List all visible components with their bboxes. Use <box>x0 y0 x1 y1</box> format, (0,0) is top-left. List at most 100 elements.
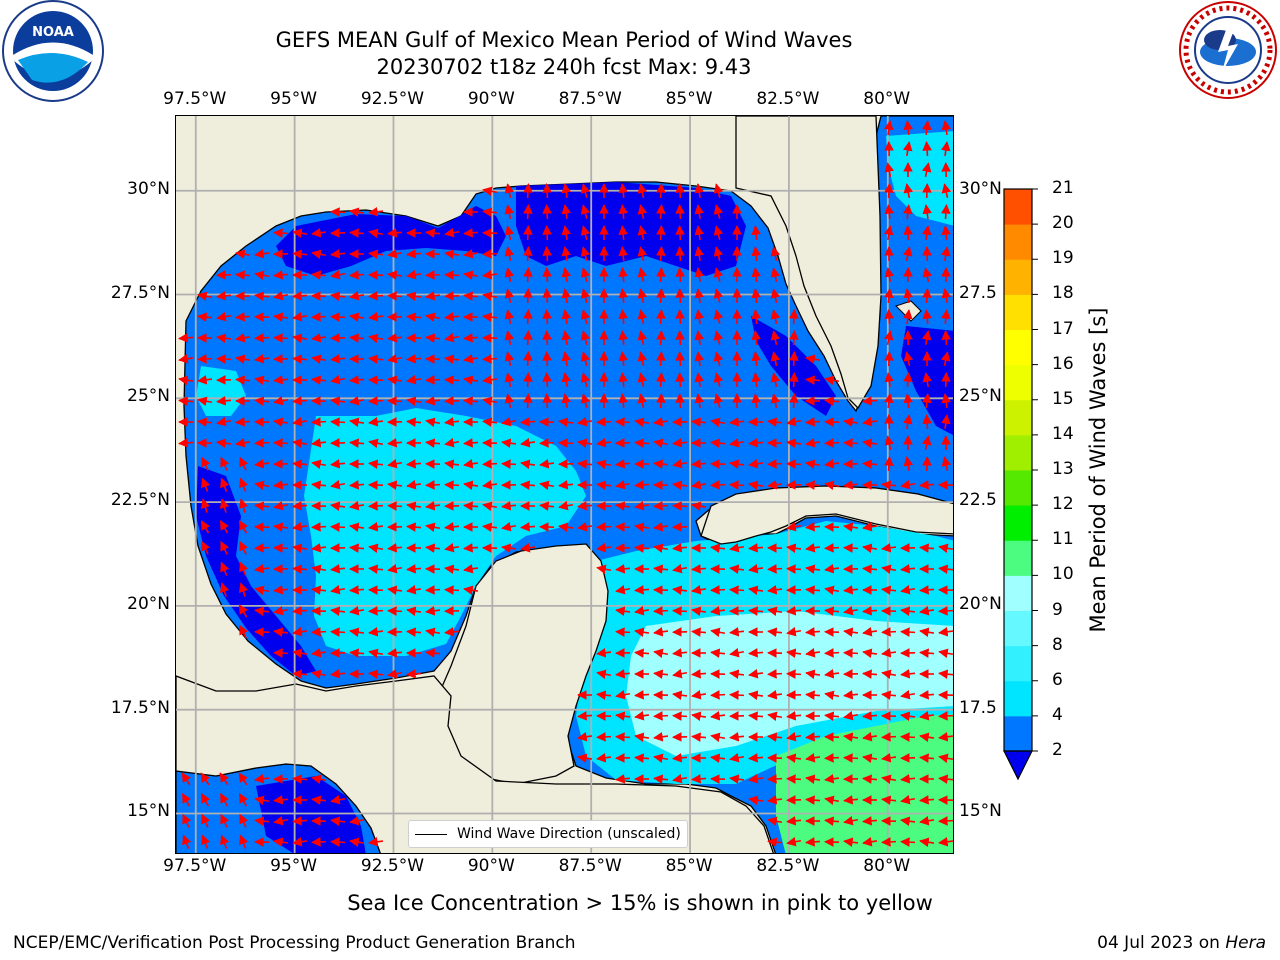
wind-wave-arrow-952 <box>900 816 916 826</box>
wind-wave-arrow-379 <box>292 417 308 427</box>
wind-wave-arrow-557 <box>615 501 631 511</box>
wind-wave-arrow-413 <box>941 414 951 430</box>
wind-wave-arrow-321 <box>694 372 704 388</box>
wind-wave-arrow-891 <box>219 772 229 786</box>
wind-wave-arrow-784 <box>311 669 327 680</box>
wind-wave-arrow-838 <box>748 711 764 721</box>
wind-wave-arrow-603 <box>387 543 403 553</box>
wind-wave-arrow-389 <box>482 417 498 427</box>
cyan-west-shelf <box>196 366 246 416</box>
wind-wave-arrow-108 <box>751 246 761 262</box>
wind-wave-arrow-832 <box>634 711 650 721</box>
noaa-logo: NOAA <box>2 0 104 102</box>
wind-wave-arrow-739 <box>653 627 669 637</box>
wind-wave-arrow-939 <box>254 816 270 826</box>
wind-wave-arrow-676 <box>463 585 479 595</box>
wind-wave-arrow-96 <box>523 246 533 262</box>
wind-wave-arrow-240 <box>580 330 591 345</box>
wind-wave-arrow-819 <box>767 690 783 700</box>
wind-wave-arrow-621 <box>786 543 802 553</box>
wind-wave-arrow-896 <box>311 774 327 785</box>
wind-wave-arrow-238 <box>542 330 552 346</box>
wind-wave-arrow-660 <box>900 564 916 574</box>
wind-wave-arrow-133 <box>580 267 591 282</box>
wind-wave-arrow-237 <box>523 330 533 346</box>
wind-wave-arrow-715 <box>767 606 783 617</box>
wind-wave-arrow-736 <box>444 627 460 637</box>
wind-wave-arrow-260 <box>254 354 270 364</box>
wind-wave-arrow-524 <box>748 480 764 490</box>
colorbar-segment-1 <box>1004 680 1032 717</box>
wind-wave-arrow-81 <box>235 249 251 259</box>
lon-tick-top-3: 90°W <box>467 89 515 109</box>
wind-wave-arrow-132 <box>561 267 571 283</box>
wind-wave-arrow-653 <box>767 564 783 574</box>
wind-wave-arrow-111 <box>902 246 913 262</box>
wind-wave-arrow-243 <box>637 330 648 346</box>
wind-wave-arrow-364 <box>770 393 781 409</box>
wind-wave-arrow-258 <box>216 354 232 364</box>
wind-wave-arrow-307 <box>425 375 441 385</box>
wind-wave-arrow-935 <box>182 813 192 828</box>
wind-wave-arrow-216 <box>903 309 913 325</box>
wind-wave-arrow-655 <box>805 564 821 574</box>
wind-wave-arrow-734 <box>406 627 422 637</box>
wind-wave-arrow-55 <box>349 228 365 238</box>
lat-tick-left-3: 22.5°N <box>110 490 170 511</box>
wind-wave-arrow-17 <box>580 183 591 198</box>
wind-wave-arrow-720 <box>862 606 878 616</box>
wind-wave-arrow-245 <box>675 330 685 346</box>
lat-tick-right-5: 17.5 <box>959 697 997 718</box>
wind-wave-arrow-884 <box>862 753 878 763</box>
wind-wave-arrow-250 <box>770 330 781 346</box>
wind-wave-arrow-743 <box>729 627 745 637</box>
wind-wave-arrow-315 <box>580 372 591 387</box>
legend-text: Wind Wave Direction (unscaled) <box>457 826 681 842</box>
wind-wave-arrow-517 <box>615 479 631 490</box>
wind-wave-arrow-907 <box>805 774 821 784</box>
wind-wave-arrow-741 <box>691 627 707 637</box>
wind-wave-arrow-812 <box>634 690 650 700</box>
wind-wave-arrow-484 <box>748 459 764 469</box>
wind-wave-arrow-674 <box>425 585 441 595</box>
wind-wave-arrow-267 <box>387 353 403 364</box>
wind-wave-arrow-958 <box>239 834 249 849</box>
wind-wave-arrow-900 <box>672 773 688 784</box>
wind-wave-arrow-458 <box>254 459 270 469</box>
wind-wave-arrow-56 <box>368 228 384 239</box>
wind-wave-arrow-26 <box>903 183 914 199</box>
wind-wave-arrow-586 <box>653 522 669 532</box>
wind-wave-arrow-711 <box>691 606 707 616</box>
wind-wave-arrow-234 <box>463 333 479 343</box>
wind-wave-arrow-696 <box>254 606 270 616</box>
footer-producer: NCEP/EMC/Verification Post Processing Pr… <box>13 933 576 953</box>
wind-wave-arrow-912 <box>900 774 916 784</box>
wind-wave-arrow-41 <box>637 204 648 220</box>
wind-wave-arrow-281 <box>656 351 666 367</box>
wind-wave-arrow-589 <box>805 522 821 532</box>
wind-wave-arrow-607 <box>463 543 479 553</box>
wind-wave-arrow-259 <box>235 354 251 364</box>
wind-wave-arrow-885 <box>881 753 897 763</box>
wind-wave-arrow-577 <box>482 522 498 532</box>
wind-wave-arrow-829 <box>577 711 593 721</box>
wind-wave-arrow-860 <box>786 731 802 742</box>
wind-wave-arrow-535 <box>200 498 211 513</box>
wind-wave-arrow-131 <box>542 267 552 283</box>
wind-wave-arrow-795 <box>691 669 707 679</box>
wind-wave-arrow-254 <box>921 330 932 346</box>
wind-wave-arrow-215 <box>884 309 894 325</box>
wind-wave-arrow-45 <box>713 204 724 219</box>
wind-wave-arrow-490 <box>862 459 878 469</box>
colorbar-segment-7 <box>1004 470 1032 506</box>
wind-wave-arrow-750 <box>862 627 878 637</box>
lat-tick-left-1: 27.5°N <box>110 282 170 303</box>
wind-wave-arrow-471 <box>501 459 517 469</box>
wind-wave-arrow-428 <box>444 437 460 448</box>
colorbar-tick-0: 2 <box>1052 740 1063 760</box>
wind-wave-arrow-836 <box>710 711 726 721</box>
wind-wave-arrow-155 <box>330 291 346 301</box>
colorbar-extend-triangle <box>1003 750 1033 781</box>
wind-wave-arrow-274 <box>523 351 533 367</box>
wind-wave-arrow-363 <box>751 393 761 409</box>
